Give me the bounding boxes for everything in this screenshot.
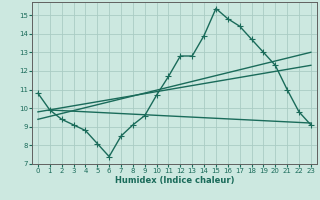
X-axis label: Humidex (Indice chaleur): Humidex (Indice chaleur) <box>115 176 234 185</box>
